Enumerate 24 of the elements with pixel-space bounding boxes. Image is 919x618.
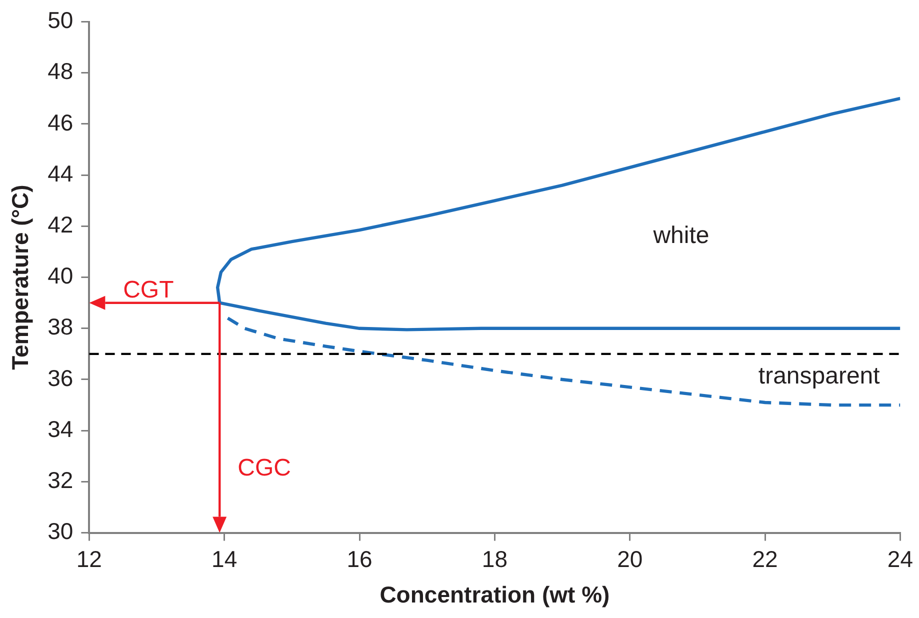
- y-tick-label: 38: [48, 314, 74, 340]
- annotation: transparent: [758, 362, 880, 390]
- x-tick-label: 18: [482, 546, 508, 572]
- y-tick-label: 32: [48, 467, 74, 494]
- y-tick-label: 46: [48, 109, 74, 136]
- y-tick-label: 48: [48, 58, 74, 84]
- x-tick-label: 16: [346, 546, 372, 572]
- y-tick-label: 34: [48, 416, 74, 442]
- annotation: white: [652, 222, 710, 250]
- x-tick-label: 12: [76, 546, 102, 572]
- x-tick-label: 24: [887, 546, 914, 572]
- x-tick-label: 22: [752, 546, 778, 572]
- x-tick-label: 20: [617, 546, 643, 572]
- y-axis-title: Temperature (°C): [7, 184, 34, 370]
- y-tick-label: 44: [48, 160, 74, 186]
- y-tick-label: 30: [48, 518, 74, 544]
- x-axis-title: Concentration (wt %): [380, 582, 610, 608]
- y-tick-label: 36: [48, 364, 74, 391]
- y-tick-label: 42: [48, 212, 74, 238]
- y-tick-label: 40: [48, 262, 74, 289]
- annotation: CGT: [123, 276, 174, 304]
- x-tick-label: 14: [212, 546, 238, 572]
- annotation: CGC: [238, 454, 291, 482]
- y-tick-label: 50: [48, 7, 74, 34]
